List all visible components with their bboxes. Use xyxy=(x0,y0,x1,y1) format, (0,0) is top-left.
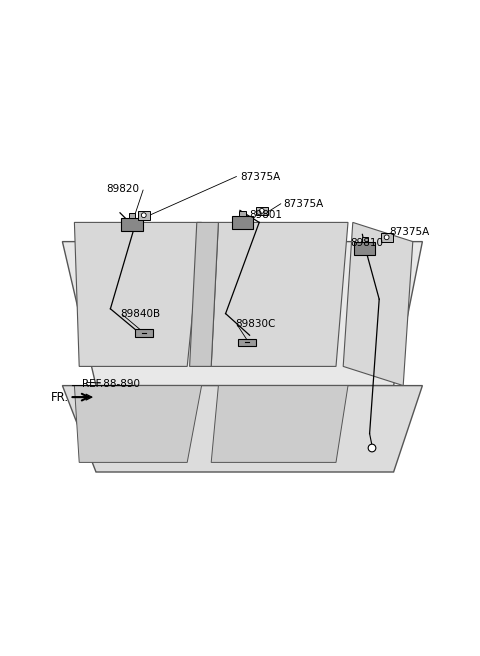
Text: 89810: 89810 xyxy=(350,238,384,248)
Bar xyxy=(361,237,368,243)
FancyArrowPatch shape xyxy=(72,394,92,400)
Polygon shape xyxy=(211,222,348,367)
Bar xyxy=(256,207,268,215)
Bar xyxy=(135,329,153,337)
Bar xyxy=(239,211,246,216)
Bar xyxy=(138,211,150,220)
Bar xyxy=(232,216,253,229)
Circle shape xyxy=(368,444,376,452)
Polygon shape xyxy=(190,222,218,367)
Circle shape xyxy=(259,209,264,213)
Bar xyxy=(121,218,143,231)
Text: 89820: 89820 xyxy=(106,184,139,194)
Text: FR.: FR. xyxy=(50,391,69,404)
Polygon shape xyxy=(211,386,348,462)
Text: 87375A: 87375A xyxy=(240,172,280,182)
Polygon shape xyxy=(62,241,422,386)
Polygon shape xyxy=(62,386,422,472)
Text: REF.88-890: REF.88-890 xyxy=(82,379,140,389)
Text: 89840B: 89840B xyxy=(120,308,160,319)
Bar xyxy=(381,233,393,241)
Circle shape xyxy=(141,213,146,218)
Polygon shape xyxy=(74,222,202,367)
Text: 87375A: 87375A xyxy=(283,199,324,209)
Polygon shape xyxy=(74,386,202,462)
Circle shape xyxy=(384,235,389,239)
Bar xyxy=(129,213,135,218)
Text: 87375A: 87375A xyxy=(389,227,429,237)
Bar xyxy=(238,338,256,346)
Polygon shape xyxy=(343,222,413,386)
Text: 89830C: 89830C xyxy=(235,319,276,329)
Bar xyxy=(354,243,375,255)
Text: 89801: 89801 xyxy=(250,210,283,220)
